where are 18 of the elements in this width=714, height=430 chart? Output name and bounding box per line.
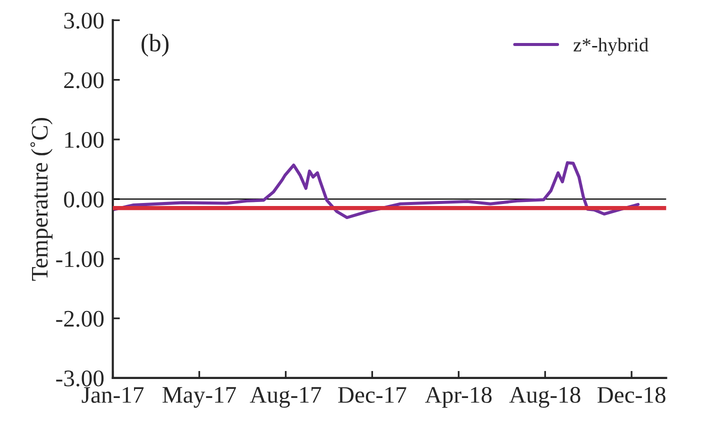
legend-label: z*-hybrid — [574, 38, 648, 56]
x-tick-label: Aug-17 — [250, 387, 322, 408]
annotation: (b) — [142, 34, 169, 57]
y-tick-label: -2.00 — [56, 310, 104, 327]
x-tick-label: Apr-18 — [425, 386, 492, 408]
x-tick-label: Dec-17 — [338, 387, 406, 403]
y-tick-label: -3.00 — [56, 370, 104, 386]
y-tick-label: 1.00 — [65, 132, 104, 148]
x-tick-label: May-17 — [162, 387, 236, 408]
x-tick-label: Dec-18 — [598, 386, 666, 403]
y-tick-label: -1.00 — [56, 251, 104, 268]
y-tick-label: 2.00 — [64, 72, 104, 88]
y-tick-label: 3.00 — [64, 12, 104, 29]
x-tick-label: Jan-17 — [82, 387, 144, 403]
y-axis-title: Temperature (˚C) — [30, 118, 53, 281]
x-tick-label: Aug-18 — [509, 386, 580, 408]
y-tick-label: 0.00 — [64, 192, 104, 208]
line-series — [112, 161, 640, 220]
